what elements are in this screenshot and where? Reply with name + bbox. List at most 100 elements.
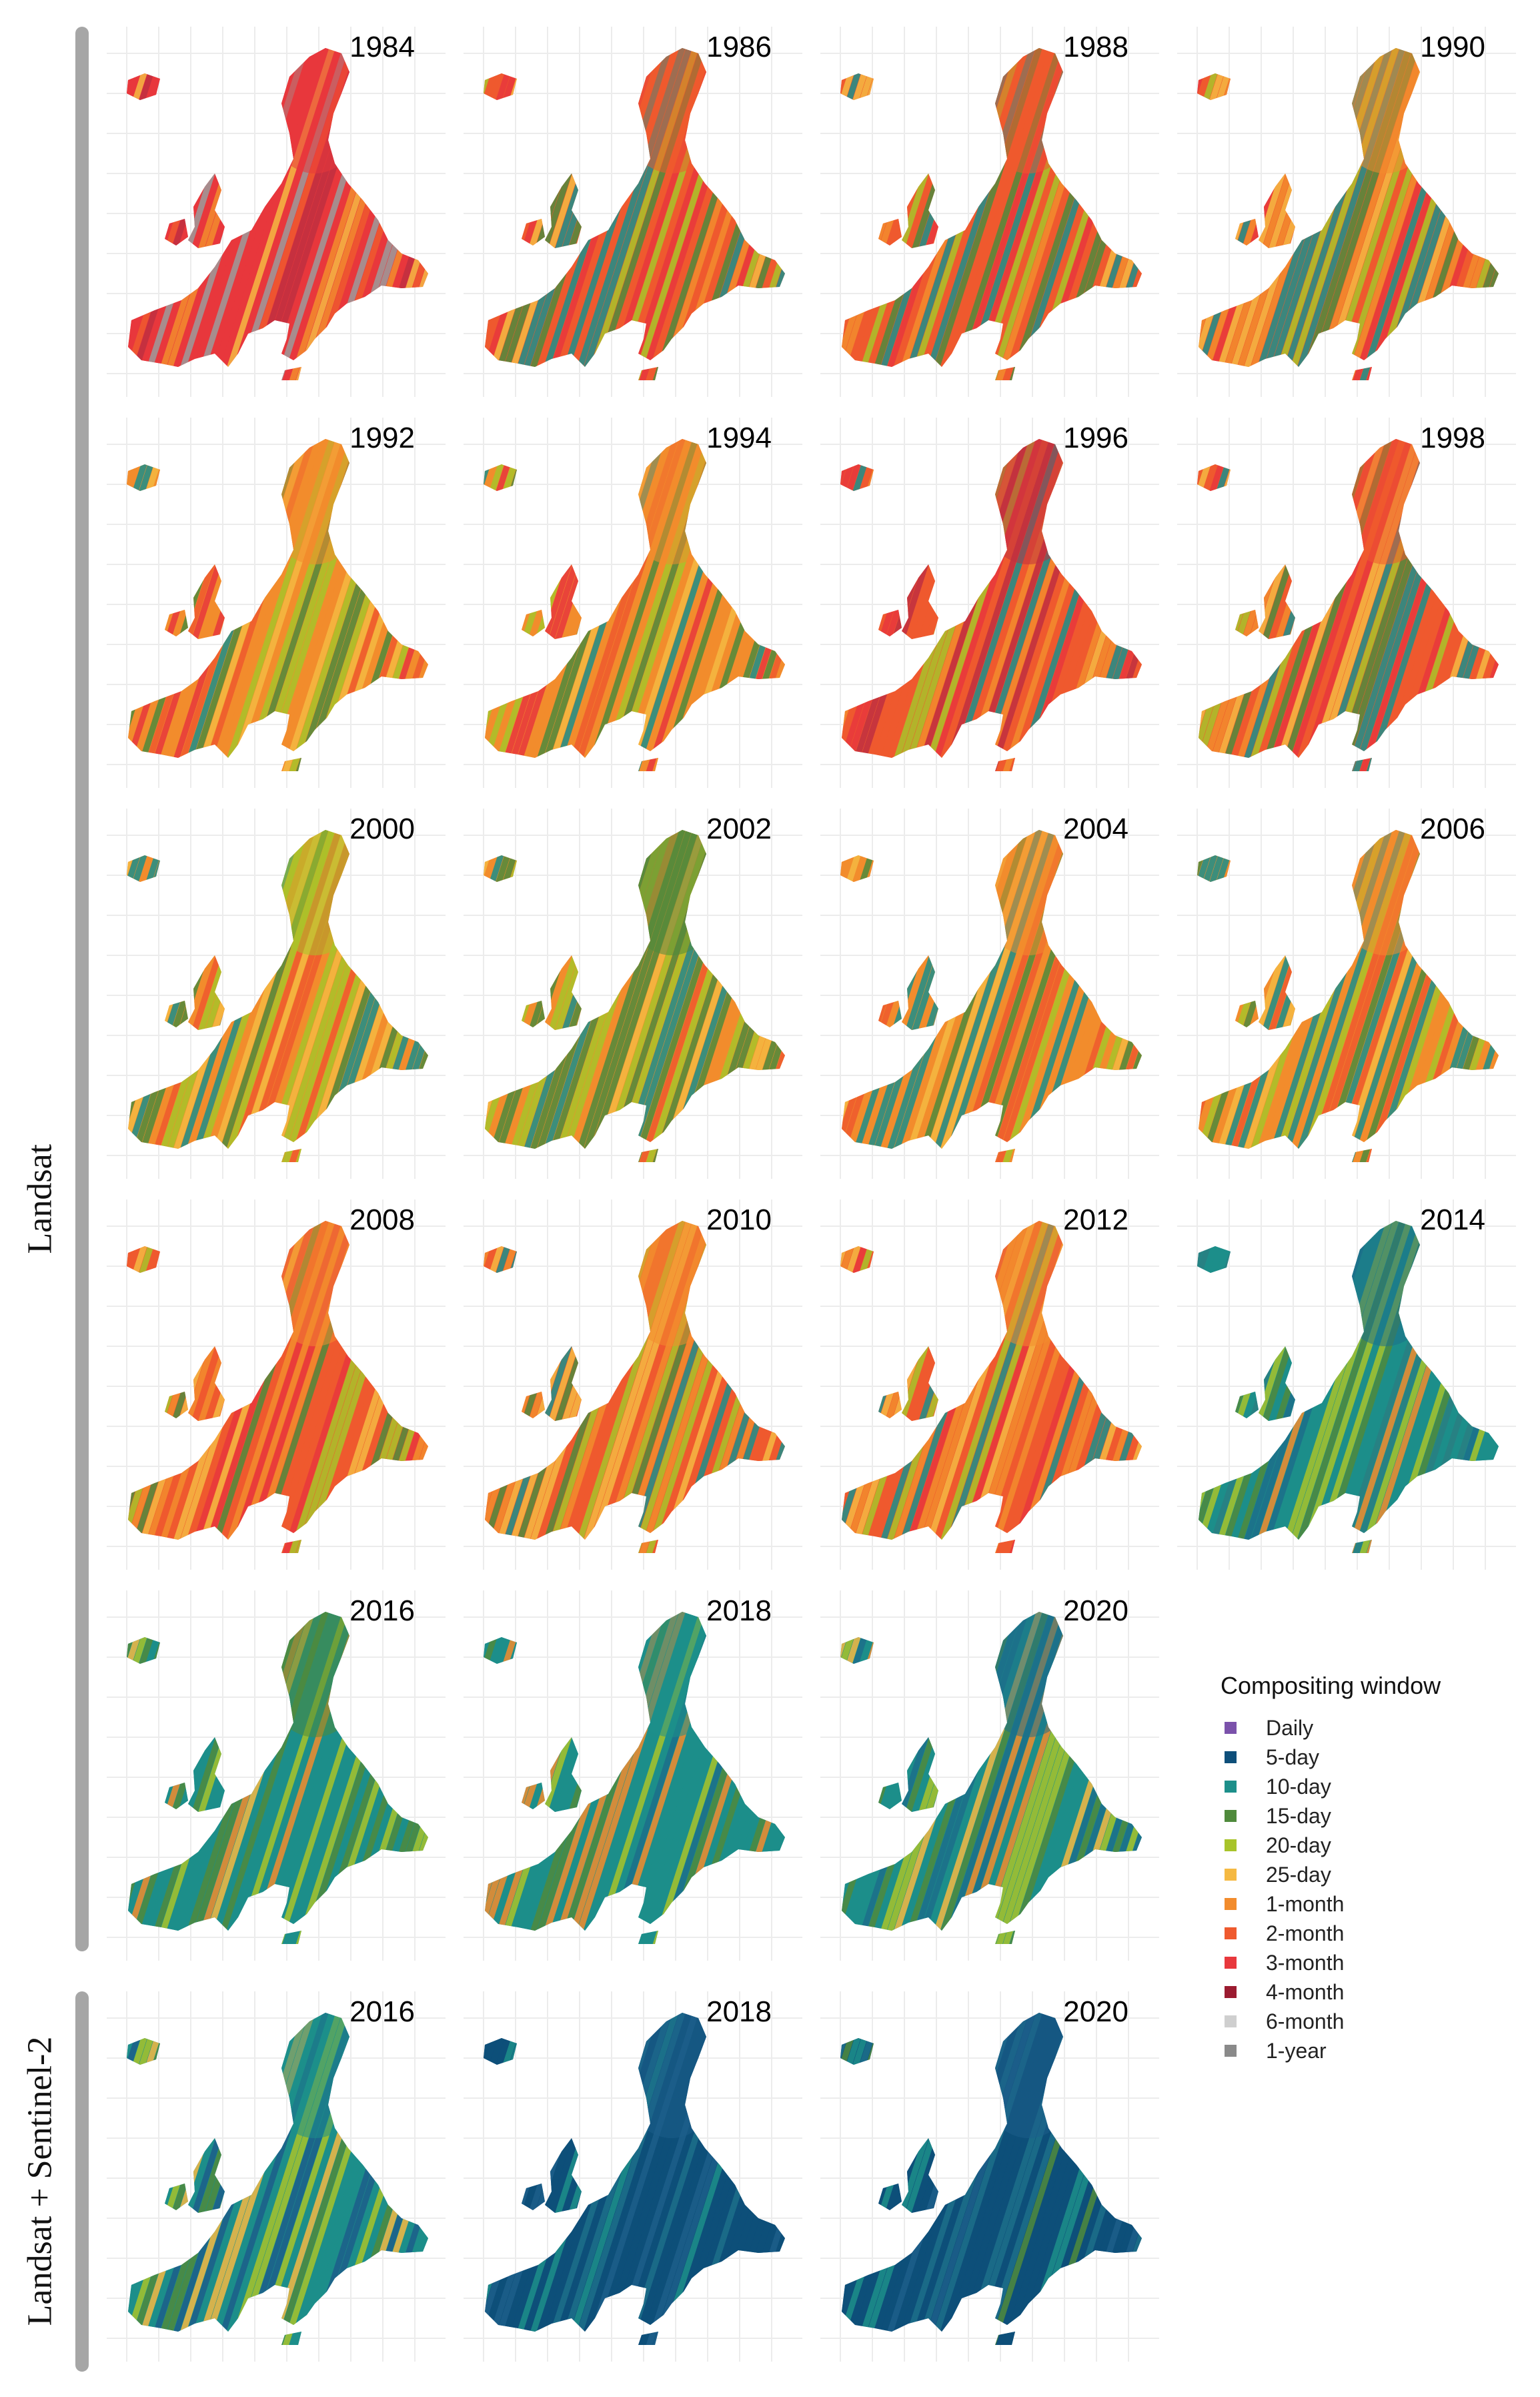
panel-year-label: 2000: [349, 813, 415, 845]
legend-swatch: [1225, 1869, 1237, 1881]
panel-year-label: 1986: [706, 31, 772, 63]
map-panel: 2020: [820, 1590, 1159, 1961]
panel-year-label: 2008: [349, 1204, 415, 1236]
map-panel: 1986: [464, 27, 802, 397]
panel-year-label: 2002: [706, 813, 772, 845]
map-panel: 1984: [107, 27, 446, 397]
europe-map: [484, 439, 785, 771]
panel-year-label: 2016: [349, 1995, 415, 2028]
panel-year-label: 1994: [706, 422, 772, 454]
europe-map: [484, 2013, 785, 2345]
legend-label: 2-month: [1266, 1921, 1345, 1945]
map-panel: 2002: [464, 809, 802, 1179]
panel-year-label: 2018: [706, 1995, 772, 2028]
legend-label: Daily: [1266, 1715, 1314, 1740]
legend-item: 15-day: [1221, 1801, 1441, 1831]
europe-map: [127, 830, 428, 1162]
legend-label: 25-day: [1266, 1862, 1331, 1887]
europe-map: [127, 439, 428, 771]
map-panel: 2008: [107, 1200, 446, 1570]
panel-year-label: 2012: [1063, 1204, 1128, 1236]
legend-label: 3-month: [1266, 1950, 1345, 1975]
europe-map: [127, 2013, 428, 2345]
map-panel: 1990: [1177, 27, 1516, 397]
legend-label: 5-day: [1266, 1745, 1320, 1769]
legend-item: 25-day: [1221, 1860, 1441, 1889]
map-panel: 2010: [464, 1200, 802, 1570]
europe-map: [840, 830, 1142, 1162]
map-panel: 2012: [820, 1200, 1159, 1570]
europe-map: [840, 1221, 1142, 1553]
map-panel: 1994: [464, 418, 802, 788]
legend-label: 1-month: [1266, 1891, 1345, 1916]
europe-map: [840, 2013, 1142, 2345]
map-panel: 1992: [107, 418, 446, 788]
map-panel: 1996: [820, 418, 1159, 788]
panel-year-label: 1996: [1063, 422, 1128, 454]
legend-item: 10-day: [1221, 1772, 1441, 1801]
map-panel: 1988: [820, 27, 1159, 397]
europe-map: [1197, 48, 1499, 380]
legend-label: 15-day: [1266, 1803, 1331, 1828]
legend-label: 4-month: [1266, 1979, 1345, 2004]
europe-map: [127, 1221, 428, 1553]
legend-item: 1-year: [1221, 2036, 1441, 2065]
europe-map: [840, 48, 1142, 380]
europe-map: [1197, 830, 1499, 1162]
europe-map: [484, 1221, 785, 1553]
europe-map: [840, 439, 1142, 771]
legend-swatch: [1225, 1927, 1237, 1939]
panel-year-label: 1984: [349, 31, 415, 63]
legend-label: 1-year: [1266, 2038, 1327, 2063]
map-panel: 2014: [1177, 1200, 1516, 1570]
europe-map: [1197, 439, 1499, 771]
legend-swatch: [1225, 1986, 1237, 1998]
group-bar-landsat: [75, 27, 89, 1951]
legend-swatch: [1225, 1957, 1237, 1969]
legend-swatch: [1225, 1898, 1237, 1910]
europe-map: [840, 1612, 1142, 1944]
panel-year-label: 2016: [349, 1594, 415, 1627]
panel-year-label: 2006: [1420, 813, 1485, 845]
panel-year-label: 2004: [1063, 813, 1128, 845]
legend-swatch: [1225, 1839, 1237, 1851]
map-panel: 1998: [1177, 418, 1516, 788]
legend-swatch: [1225, 2015, 1237, 2027]
europe-map: [484, 830, 785, 1162]
legend-swatch: [1225, 1810, 1237, 1822]
panel-year-label: 2020: [1063, 1995, 1128, 2028]
group-label-landsat: Landsat: [21, 1143, 59, 1254]
map-panel: 2018: [464, 1991, 802, 2362]
legend-title: Compositing window: [1221, 1672, 1441, 1699]
panel-year-label: 1998: [1420, 422, 1485, 454]
legend-item: 6-month: [1221, 2007, 1441, 2036]
legend-item: 3-month: [1221, 1948, 1441, 1977]
map-panel: 2016: [107, 1590, 446, 1961]
europe-map: [484, 48, 785, 380]
legend-item: 1-month: [1221, 1889, 1441, 1919]
map-panel: 2004: [820, 809, 1159, 1179]
legend-swatch: [1225, 1722, 1237, 1734]
legend-item: 2-month: [1221, 1919, 1441, 1948]
map-panel: 2020: [820, 1991, 1159, 2362]
panel-year-label: 2020: [1063, 1594, 1128, 1627]
map-panel: 2016: [107, 1991, 446, 2362]
legend-swatch: [1225, 2045, 1237, 2057]
panel-year-label: 1988: [1063, 31, 1128, 63]
legend-swatch: [1225, 1781, 1237, 1793]
panel-year-label: 2010: [706, 1204, 772, 1236]
europe-map: [484, 1612, 785, 1944]
panel-year-label: 1990: [1420, 31, 1485, 63]
legend-item: 20-day: [1221, 1831, 1441, 1860]
legend-item: 5-day: [1221, 1743, 1441, 1772]
map-panel: 2006: [1177, 809, 1516, 1179]
legend-item: Daily: [1221, 1713, 1441, 1743]
group-bar-landsat-sentinel: [75, 1991, 89, 2372]
panel-year-label: 2014: [1420, 1204, 1485, 1236]
europe-map: [127, 48, 428, 380]
map-panel: 2018: [464, 1590, 802, 1961]
map-panel: 2000: [107, 809, 446, 1179]
europe-map: [1197, 1221, 1499, 1553]
legend: Compositing window Daily 5-day 10-day 15-da…: [1221, 1672, 1441, 2065]
legend-label: 6-month: [1266, 2009, 1345, 2033]
